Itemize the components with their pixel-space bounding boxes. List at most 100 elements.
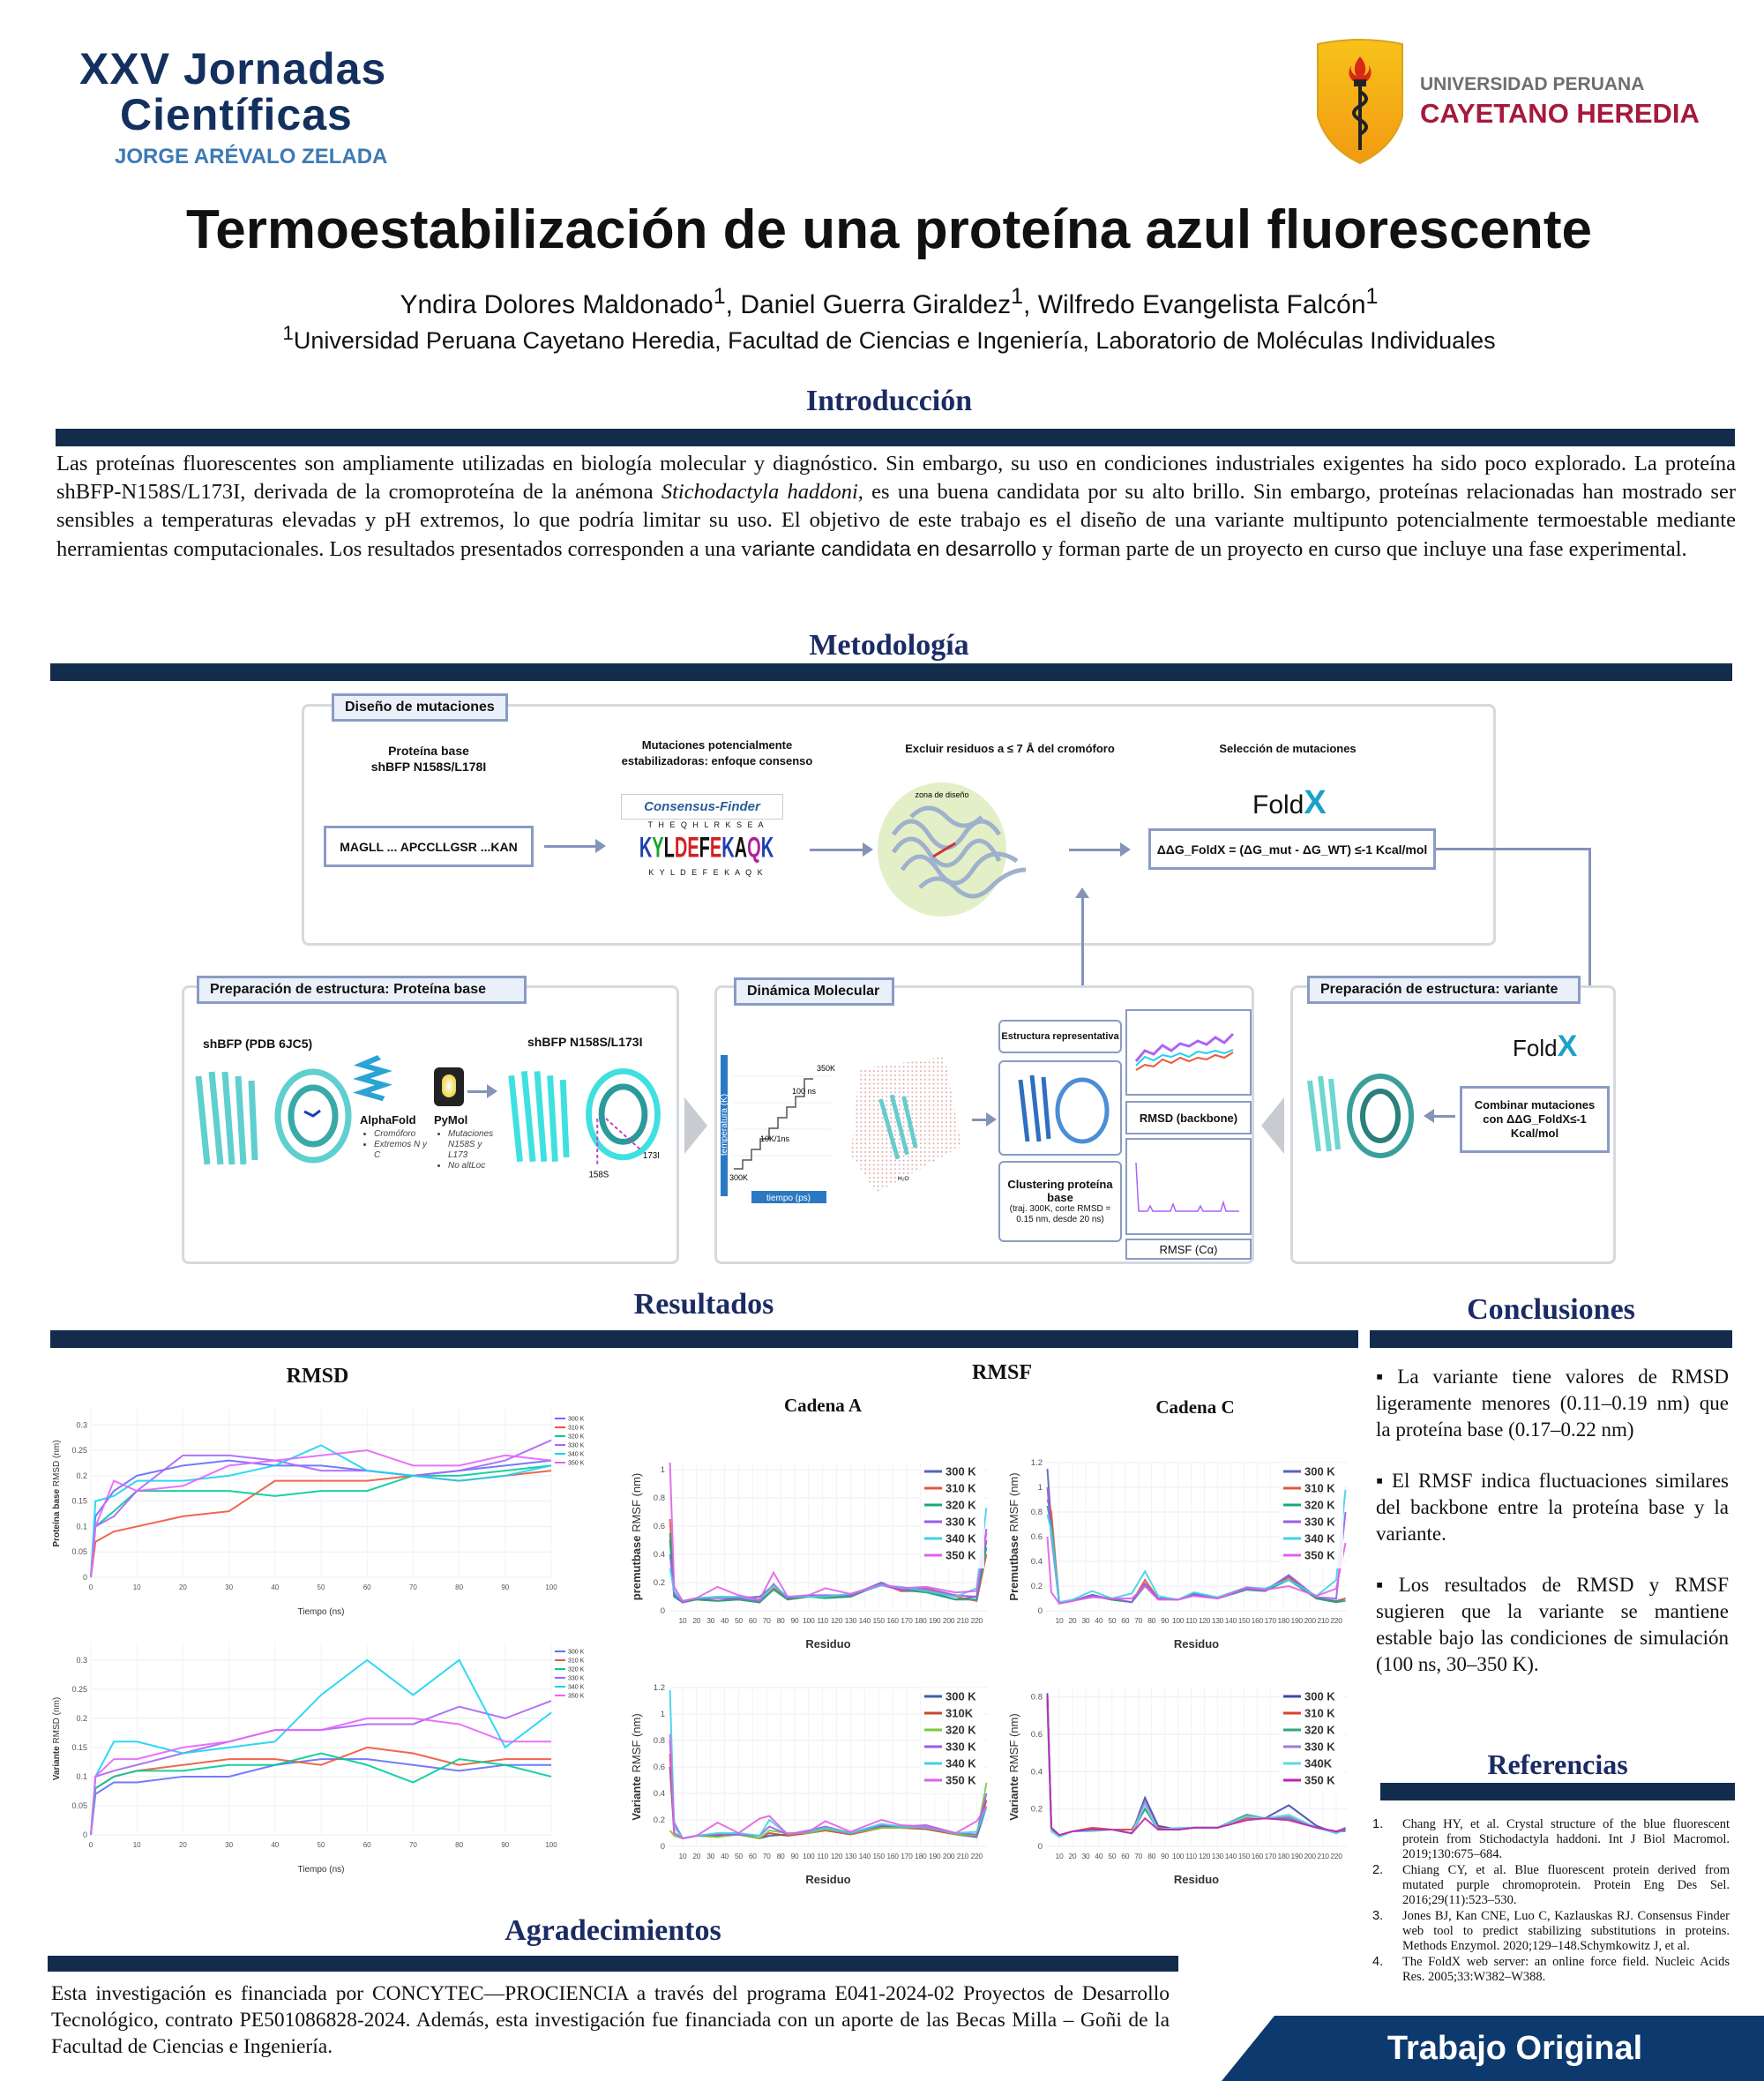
series-line-350k [90, 1717, 551, 1836]
x-tick-label: 90 [790, 1616, 798, 1625]
clustering-title: Clustering proteína base [1007, 1178, 1113, 1204]
reference-item: 4. The FoldX web server: an online force … [1372, 1955, 1730, 1985]
y-axis-label-bold: Variante [630, 1776, 643, 1821]
x-tick-label: 30 [706, 1616, 714, 1625]
author: Daniel Guerra Giraldez1 [740, 284, 1024, 319]
y-axis-label-unit: RMSF (nm) [630, 1713, 643, 1776]
y-tick-label: 0.1 [76, 1772, 87, 1781]
x-tick-label: 0 [89, 1841, 93, 1849]
y-axis-label-bold: premutbase [630, 1536, 643, 1601]
y-tick-label: 0.4 [1031, 1767, 1043, 1777]
pdb-label: shBFP (PDB 6JC5) [203, 1037, 313, 1051]
ddg-formula-box: ΔΔG_FoldX = (ΔG_mut - ΔG_WT) ≤-1 Kcal/mo… [1148, 828, 1436, 870]
legend-background [1280, 1463, 1343, 1568]
legend-label: 320 K [946, 1499, 976, 1512]
x-tick-label: 50 [735, 1616, 743, 1625]
hold-time-label: 100 ns [792, 1087, 817, 1096]
x-tick-label: 170 [901, 1616, 913, 1625]
x-tick-label: 40 [721, 1616, 729, 1625]
logo-letter: K [760, 833, 774, 865]
connector-line [1436, 848, 1590, 850]
exclude-residues-title: Excluir residuos a ≤ 7 Å del cromóforo [905, 742, 1115, 755]
pymol-item: Mutaciones N158S y L173 [448, 1129, 501, 1161]
author-affiliation-sup: 1 [713, 284, 726, 309]
x-tick-label: 170 [901, 1852, 913, 1860]
logo-letter: Q [747, 833, 761, 865]
logo-letter: A [734, 833, 748, 865]
x-tick-label: 160 [1252, 1852, 1264, 1860]
reference-text: The FoldX web server: an online force fi… [1402, 1955, 1730, 1984]
event-logo: XXV Jornadas Científicas JORGE ARÉVALO Z… [79, 46, 387, 169]
chevron-right-icon [684, 1097, 707, 1154]
x-tick-label: 220 [1330, 1852, 1342, 1860]
consensus-title: Mutaciones potencialmente estabilizadora… [621, 738, 813, 767]
connector-line [1081, 891, 1084, 1009]
x-tick-label: 50 [735, 1852, 743, 1860]
x-tick-label: 180 [1278, 1852, 1290, 1860]
conclusion-item: La variante tiene valores de RMSD ligera… [1376, 1364, 1729, 1443]
author: Yndira Dolores Maldonado1 [400, 284, 726, 319]
combine-mutations-box: Combinar mutaciones con ΔΔG_FoldX≤-1 Kca… [1460, 1086, 1610, 1153]
x-tick-label: 40 [721, 1852, 729, 1860]
x-tick-label: 190 [1291, 1616, 1304, 1625]
temperature-ramp-chart: temperatura (K) 350K 100 ns 10K/1ns 300K… [720, 1055, 835, 1203]
molecular-dynamics-tag: Dinámica Molecular [734, 977, 894, 1006]
x-tick-label: 70 [409, 1583, 417, 1591]
foldx-logo-x: X [1304, 784, 1327, 821]
results-divider [50, 1330, 1358, 1348]
y-tick-label: 0.3 [76, 1420, 87, 1429]
foldx-logo-x: X [1557, 1029, 1578, 1063]
x-tick-label: 0 [89, 1583, 93, 1591]
legend-label: 310K [946, 1707, 974, 1720]
y-tick-label: 0 [1038, 1606, 1043, 1616]
x-tick-label: 90 [1161, 1852, 1169, 1860]
chevron-left-icon [1261, 1097, 1284, 1154]
rmsf-ca-label: RMSF (Cα) [1125, 1239, 1252, 1260]
reference-number: 2. [1372, 1863, 1384, 1877]
conclusion-item: Los resultados de RMSD y RMSF sugieren q… [1376, 1572, 1729, 1678]
x-tick-label: 130 [845, 1852, 857, 1860]
legend-label: 320 K [946, 1724, 976, 1737]
intro-divider [56, 429, 1735, 446]
y-tick-label: 0 [661, 1606, 665, 1616]
reference-number: 4. [1372, 1955, 1384, 1969]
rmsd-base-chart: 0 0.05 0.1 0.15 0.2 0.25 0.3 0 10 20 30 40 50 60 70 80 9… [52, 1410, 585, 1617]
alphafold-icon [353, 1055, 392, 1102]
conclusion-item: El RMSF indica fluctuaciones similares d… [1376, 1468, 1729, 1547]
y-tick-label: 0.25 [71, 1685, 87, 1694]
y-tick-label: 0.8 [654, 1736, 665, 1746]
x-axis-label: Residuo [1174, 1637, 1219, 1651]
x-tick-label: 80 [1147, 1852, 1155, 1860]
x-tick-label: 180 [915, 1852, 927, 1860]
reference-item: 2. Chiang CY, et al. Blue fluorescent pro… [1372, 1863, 1730, 1908]
x-tick-label: 100 [1172, 1852, 1185, 1860]
representative-structure-box: Estructura representativa [998, 1020, 1122, 1053]
x-tick-label: 210 [957, 1852, 969, 1860]
sequence-logo-bottom: K Y L D E F E K A Q K [648, 868, 765, 877]
legend-label: 350 K [946, 1774, 976, 1787]
y-tick-label: 0 [83, 1830, 87, 1839]
x-tick-label: 60 [1121, 1852, 1129, 1860]
legend-background [921, 1463, 984, 1568]
x-tick-label: 10 [678, 1852, 686, 1860]
x-tick-label: 60 [1121, 1616, 1129, 1625]
x-tick-label: 150 [1238, 1852, 1251, 1860]
legend-label: 300 K [568, 1416, 585, 1422]
y-tick-label: 0.8 [654, 1493, 665, 1503]
rmsd-thumbnail-chart [1134, 1032, 1234, 1071]
series-line-350k [90, 1449, 552, 1578]
legend-label: 350 K [1304, 1549, 1335, 1562]
y-tick-label: 0 [83, 1573, 87, 1582]
series-line-350k [669, 1733, 988, 1840]
x-tick-label: 30 [225, 1583, 233, 1591]
alphafold-label: AlphaFold [360, 1113, 416, 1127]
species-name: Stichodactyla haddoni [661, 480, 858, 504]
protein-structure-icon [1018, 1074, 1110, 1143]
logo-letter: Y [652, 833, 664, 865]
pymol-list: Mutaciones N158S y L173 No altLoc [436, 1129, 501, 1171]
design-zone-label: zona de diseño [915, 790, 968, 799]
legend-label: 330 K [1304, 1740, 1335, 1754]
time-axis-label: tiempo (ps) [766, 1194, 811, 1203]
y-tick-label: 0.4 [654, 1550, 665, 1560]
x-tick-label: 50 [1108, 1616, 1116, 1625]
